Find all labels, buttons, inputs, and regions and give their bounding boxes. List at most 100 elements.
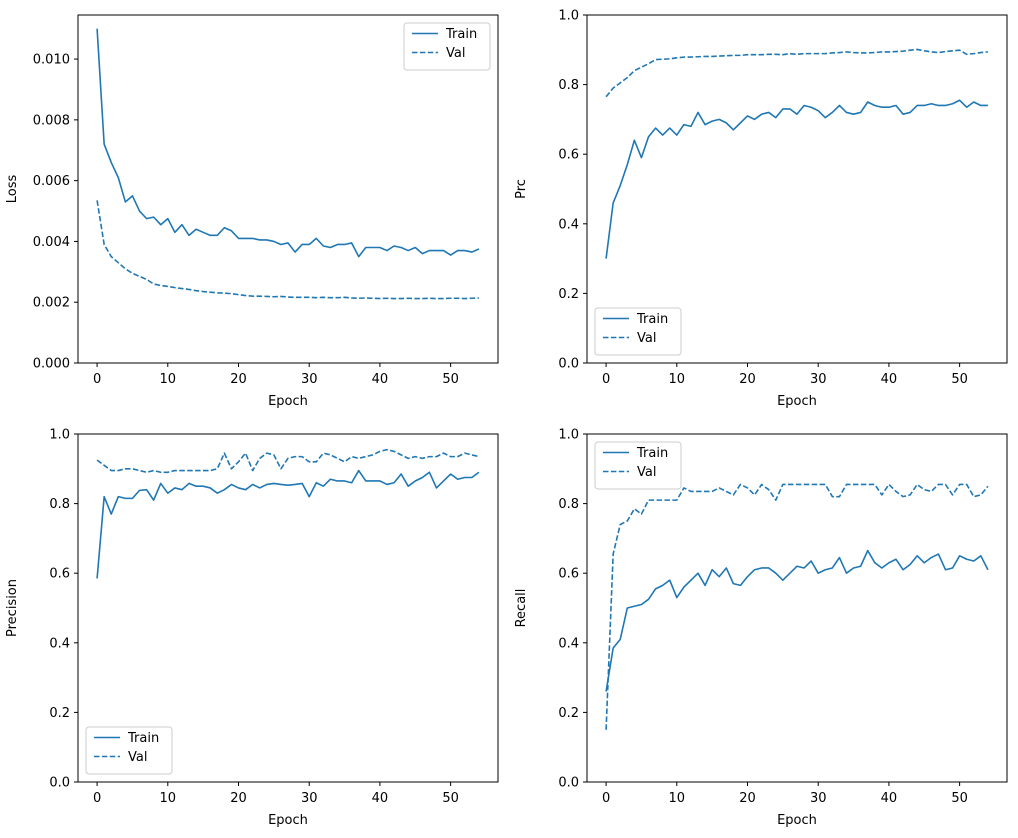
subplot-background — [509, 0, 1018, 419]
legend: Train Val — [85, 726, 173, 775]
y-axis-label: Loss — [5, 175, 20, 204]
x-tick-label: 40 — [372, 372, 389, 387]
legend-box — [85, 726, 173, 775]
y-axis-label: Recall — [514, 589, 529, 628]
y-tick-label: 0.0 — [558, 776, 579, 791]
x-axis-label: Epoch — [268, 394, 308, 409]
recall-chart: 0 10 20 30 40 50 0.0 0.2 0.4 0.6 0.8 1.0 Epoch Recall… — [509, 419, 1018, 838]
y-tick-label: 0.2 — [558, 706, 579, 721]
prc-chart: 0 10 20 30 40 50 0.0 0.2 0.4 0.6 0.8 1.0 Epoch Prc Tra… — [509, 0, 1018, 419]
x-tick-label: 40 — [372, 791, 389, 806]
x-tick-label: 0 — [602, 791, 610, 806]
legend-box — [594, 441, 682, 490]
x-tick-label: 10 — [669, 372, 686, 387]
x-tick-label: 10 — [160, 372, 177, 387]
axes-spines — [586, 14, 1008, 364]
train-line — [605, 99, 988, 259]
axis-ticks: 0 10 20 30 40 50 0.000 0.002 0.004 0.006 0.008 0.01… — [33, 53, 459, 387]
y-tick-label: 0.000 — [33, 357, 70, 372]
x-axis-label: Epoch — [777, 394, 817, 409]
y-tick-label: 0.008 — [33, 113, 70, 128]
legend-train-label: Train — [636, 312, 668, 327]
y-axis-label: Prc — [514, 179, 529, 199]
series-lines — [605, 483, 989, 730]
subplot-background — [509, 419, 1018, 838]
val-line — [605, 483, 989, 730]
y-tick-label: 0.4 — [49, 636, 70, 651]
y-tick-label: 0.8 — [558, 497, 579, 512]
x-tick-label: 20 — [739, 372, 756, 387]
legend-train-label: Train — [636, 446, 668, 461]
x-tick-label: 40 — [881, 791, 898, 806]
legend-val-label: Val — [637, 465, 656, 480]
x-axis-label: Epoch — [268, 813, 308, 828]
x-tick-label: 10 — [160, 791, 177, 806]
x-tick-label: 30 — [301, 791, 318, 806]
y-tick-label: 0.010 — [33, 53, 70, 68]
x-tick-label: 50 — [442, 791, 459, 806]
y-tick-label: 0.6 — [558, 567, 579, 582]
x-tick-label: 30 — [810, 791, 827, 806]
train-line — [96, 469, 480, 579]
series-lines — [96, 28, 480, 300]
x-tick-label: 20 — [230, 791, 247, 806]
y-tick-label: 0.0 — [558, 357, 579, 372]
y-tick-label: 0.2 — [558, 287, 579, 302]
y-tick-label: 0.4 — [558, 217, 579, 232]
legend-val-label: Val — [128, 750, 147, 765]
x-tick-label: 10 — [669, 791, 686, 806]
legend-val-label: Val — [446, 46, 465, 61]
y-tick-label: 1.0 — [49, 428, 70, 443]
y-tick-label: 1.0 — [558, 9, 579, 24]
x-tick-label: 0 — [93, 372, 101, 387]
x-tick-label: 20 — [230, 372, 247, 387]
y-tick-label: 0.8 — [558, 78, 579, 93]
y-tick-label: 0.002 — [33, 296, 70, 311]
series-lines — [605, 48, 988, 259]
val-line — [96, 448, 480, 474]
train-line — [605, 549, 989, 692]
x-tick-label: 20 — [739, 791, 756, 806]
x-tick-label: 50 — [951, 791, 968, 806]
y-tick-label: 0.006 — [33, 174, 70, 189]
x-axis-label: Epoch — [777, 813, 817, 828]
y-tick-label: 0.6 — [558, 148, 579, 163]
y-tick-label: 0.0 — [49, 776, 70, 791]
x-tick-label: 50 — [951, 372, 968, 387]
y-tick-label: 0.4 — [558, 636, 579, 651]
x-tick-label: 30 — [810, 372, 827, 387]
y-tick-label: 1.0 — [558, 428, 579, 443]
y-tick-label: 0.004 — [33, 235, 70, 250]
legend: Train Val — [594, 441, 682, 490]
axis-ticks: 0 10 20 30 40 50 0.0 0.2 0.4 0.6 0.8 1.0 — [49, 428, 459, 807]
axes-spines — [586, 433, 1008, 783]
y-tick-label: 0.2 — [49, 706, 70, 721]
legend-train-label: Train — [445, 27, 477, 42]
legend-box — [594, 307, 682, 356]
train-line — [96, 28, 480, 258]
val-line — [96, 200, 479, 300]
legend: Train Val — [403, 22, 491, 71]
x-tick-label: 50 — [442, 372, 459, 387]
axis-ticks: 0 10 20 30 40 50 0.0 0.2 0.4 0.6 0.8 1.0 — [558, 9, 968, 388]
x-tick-label: 0 — [602, 372, 610, 387]
y-axis-label: Precision — [5, 579, 20, 637]
series-lines — [96, 448, 480, 579]
val-line — [605, 48, 988, 98]
y-tick-label: 0.8 — [49, 497, 70, 512]
subplot-background — [0, 419, 509, 838]
axes-spines — [77, 433, 499, 783]
x-tick-label: 40 — [881, 372, 898, 387]
axis-ticks: 0 10 20 30 40 50 0.0 0.2 0.4 0.6 0.8 1.0 — [558, 428, 968, 807]
axes-spines — [77, 14, 499, 364]
legend-train-label: Train — [127, 731, 159, 746]
precision-chart: 0 10 20 30 40 50 0.0 0.2 0.4 0.6 0.8 1.0 Epoch Precis… — [0, 419, 509, 838]
loss-chart: 0 10 20 30 40 50 0.000 0.002 0.004 0.006 0.008 0.01… — [0, 0, 509, 419]
x-tick-label: 0 — [93, 791, 101, 806]
legend-val-label: Val — [637, 331, 656, 346]
legend: Train Val — [594, 307, 682, 356]
x-tick-label: 30 — [301, 372, 318, 387]
y-tick-label: 0.6 — [49, 567, 70, 582]
legend-box — [403, 22, 491, 71]
